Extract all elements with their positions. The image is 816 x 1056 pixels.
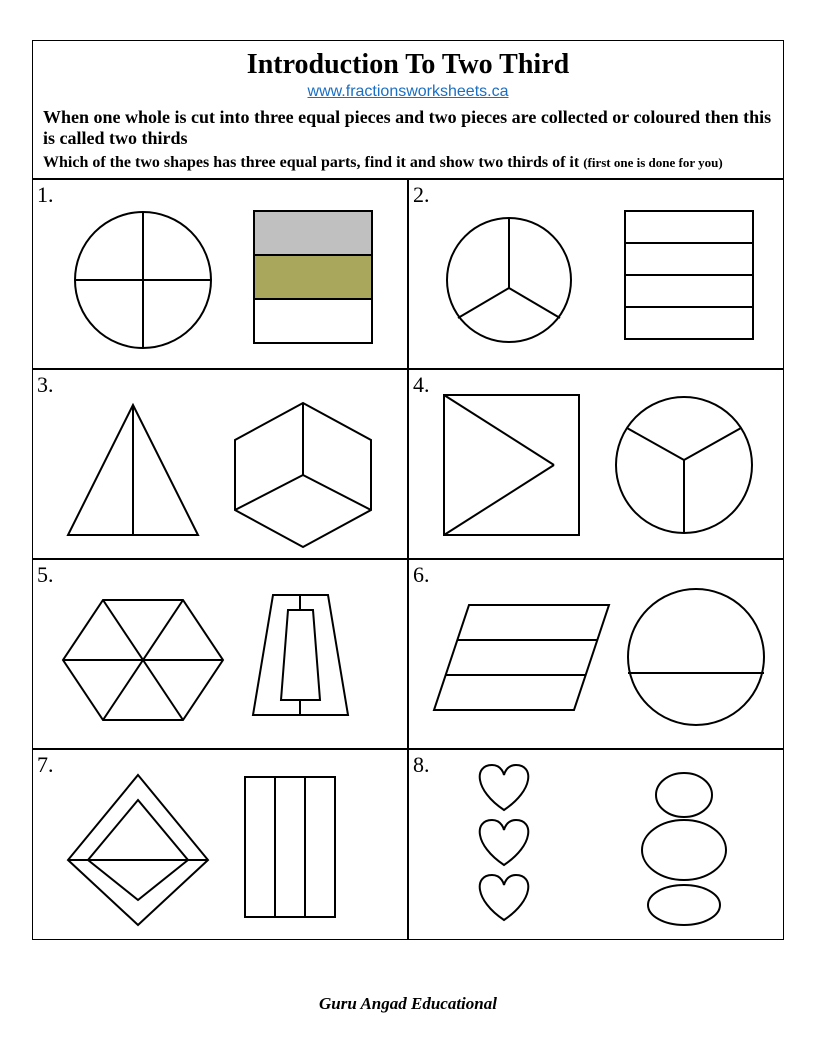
- shapes-5: [33, 560, 407, 748]
- cell-8: 8.: [408, 749, 783, 939]
- shapes-4: [409, 370, 783, 558]
- hexagon-thirds-icon: [223, 395, 383, 550]
- shapes-3: [33, 370, 407, 558]
- cell-1: 1.: [33, 179, 408, 369]
- source-link[interactable]: www.fractionsworksheets.ca: [308, 83, 509, 100]
- circle-half-icon: [624, 585, 769, 730]
- trapezoid-split-icon: [248, 590, 358, 720]
- footer: Guru Angad Educational: [0, 994, 816, 1014]
- parallelogram-thirds-icon: [429, 600, 619, 720]
- hexagon-sixths-icon: [58, 595, 228, 735]
- instruction-hint: (first one is done for you): [583, 155, 723, 170]
- square-split-icon: [439, 390, 589, 540]
- circle-thirds-y-icon: [444, 210, 584, 350]
- triangle-split-icon: [58, 395, 208, 545]
- rect-thirds-vertical-icon: [243, 775, 338, 920]
- shapes-1: [33, 180, 407, 368]
- cell-2: 2.: [408, 179, 783, 369]
- circle-quarters-icon: [68, 205, 218, 355]
- shapes-7: [33, 750, 407, 939]
- shapes-8: [409, 750, 783, 939]
- rect-quarters-icon: [624, 210, 754, 340]
- header: Introduction To Two Third www.fractionsw…: [33, 41, 783, 179]
- worksheet-page: Introduction To Two Third www.fractionsw…: [32, 40, 784, 940]
- three-hearts-icon: [464, 760, 544, 935]
- page-title: Introduction To Two Third: [43, 49, 773, 81]
- circle-thirds-inv-y-icon: [609, 390, 759, 540]
- diamond-layered-icon: [63, 770, 213, 930]
- instruction: Which of the two shapes has three equal …: [43, 154, 773, 172]
- three-ovals-icon: [624, 770, 744, 930]
- cell-7: 7.: [33, 749, 408, 939]
- source-link-wrap: www.fractionsworksheets.ca: [43, 83, 773, 101]
- problem-grid: 1. 2.: [33, 179, 783, 939]
- shapes-6: [409, 560, 783, 748]
- cell-6: 6.: [408, 559, 783, 749]
- cell-3: 3.: [33, 369, 408, 559]
- description: When one whole is cut into three equal p…: [43, 107, 773, 148]
- cell-5: 5.: [33, 559, 408, 749]
- instruction-text: Which of the two shapes has three equal …: [43, 154, 579, 171]
- rect-thirds-colored-icon: [253, 210, 373, 345]
- cell-4: 4.: [408, 369, 783, 559]
- shapes-2: [409, 180, 783, 368]
